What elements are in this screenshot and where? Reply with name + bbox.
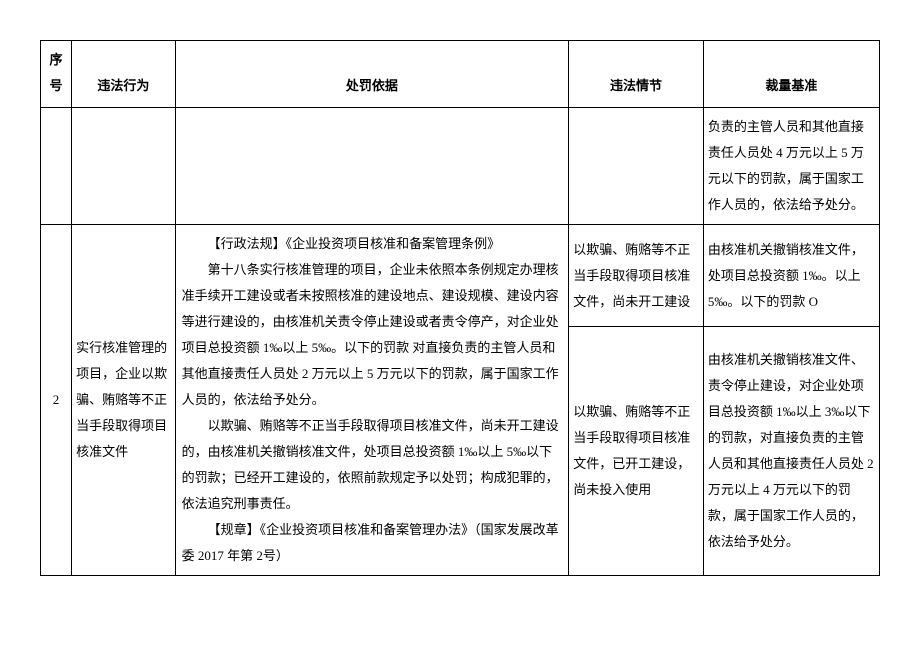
cell-standard: 负责的主管人员和其他直接责任人员处 4 万元以上 5 万元以下的罚款，属于国家工… bbox=[703, 108, 879, 225]
header-basis: 处罚依据 bbox=[175, 41, 569, 108]
table-row: 负责的主管人员和其他直接责任人员处 4 万元以上 5 万元以下的罚款，属于国家工… bbox=[41, 108, 880, 225]
header-circumstance: 违法情节 bbox=[569, 41, 704, 108]
discretion-table: 序号 违法行为 处罚依据 违法情节 裁量基准 负责的主管人员和其他直接责任人员处… bbox=[40, 40, 880, 576]
cell-basis: 【行政法规】《企业投资项目核准和备案管理条例》 第十八条实行核准管理的项目，企业… bbox=[175, 225, 569, 576]
cell-circumstance bbox=[569, 108, 704, 225]
cell-standard: 由核准机关撤销核准文件，处项目总投资额 1‰。以上 5‰。以下的罚款 O bbox=[703, 225, 879, 327]
cell-violation: 实行核准管理的项目，企业以欺骗、贿赂等不正当手段取得项目核准文件 bbox=[72, 225, 176, 576]
table-row: 2 实行核准管理的项目，企业以欺骗、贿赂等不正当手段取得项目核准文件 【行政法规… bbox=[41, 225, 880, 327]
cell-circumstance: 以欺骗、贿赂等不正当手段取得项目核准文件，尚未开工建设 bbox=[569, 225, 704, 327]
basis-line: 以欺骗、贿赂等不正当手段取得项目核准文件，尚未开工建设的，由核准机关撤销核准文件… bbox=[182, 413, 563, 517]
header-standard: 裁量基准 bbox=[703, 41, 879, 108]
header-violation: 违法行为 bbox=[72, 41, 176, 108]
basis-line: 【规章】《企业投资项目核准和备案管理办法》（国家发展改革委 2017 年第 2号… bbox=[182, 517, 563, 569]
cell-violation bbox=[72, 108, 176, 225]
cell-standard: 由核准机关撤销核准文件、责令停止建设，对企业处项目总投资额 1‰以上 3‰以下的… bbox=[703, 327, 879, 576]
basis-line: 第十八条实行核准管理的项目，企业未依照本条例规定办理核准手续开工建设或者未按照核… bbox=[182, 257, 563, 413]
basis-line: 【行政法规】《企业投资项目核准和备案管理条例》 bbox=[182, 231, 563, 257]
header-row: 序号 违法行为 处罚依据 违法情节 裁量基准 bbox=[41, 41, 880, 108]
cell-circumstance: 以欺骗、贿赂等不正当手段取得项目核准文件，已开工建设，尚未投入使用 bbox=[569, 327, 704, 576]
cell-num bbox=[41, 108, 72, 225]
cell-basis bbox=[175, 108, 569, 225]
header-num: 序号 bbox=[41, 41, 72, 108]
cell-num: 2 bbox=[41, 225, 72, 576]
